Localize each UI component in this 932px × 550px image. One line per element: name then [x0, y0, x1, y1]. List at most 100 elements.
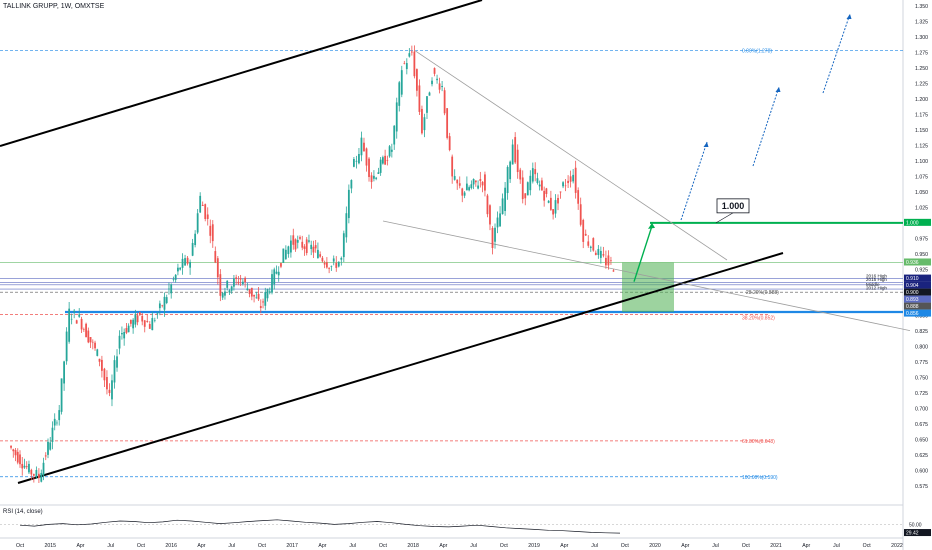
y-tick-label: 1.300	[915, 35, 928, 41]
candle-body	[365, 148, 368, 166]
candle-body	[342, 233, 345, 258]
candle-body	[14, 450, 17, 456]
candle-body	[132, 319, 135, 329]
candle-body	[426, 96, 428, 113]
candle-body	[168, 288, 170, 290]
candle-body	[118, 335, 121, 349]
candle-body	[310, 244, 313, 250]
candle-body	[264, 292, 267, 306]
candle-body	[332, 258, 335, 262]
x-tick-label: 2020	[649, 543, 661, 549]
candle-body	[496, 217, 499, 228]
candle-body	[395, 102, 398, 132]
candle-body	[559, 191, 562, 193]
candle-body	[534, 169, 537, 175]
candle-body	[303, 246, 306, 249]
x-tick-label: Oct	[379, 543, 388, 549]
candle-body	[211, 224, 214, 242]
candle-body	[89, 337, 92, 343]
y-tick-label: 1.150	[915, 128, 928, 134]
candle-body	[129, 319, 132, 324]
y-tick-label: 1.250	[915, 66, 928, 72]
candle-body	[418, 85, 421, 112]
candle-body	[206, 214, 209, 219]
candle-body	[612, 270, 615, 272]
candle-body	[569, 176, 572, 182]
candle-body	[70, 318, 73, 320]
candle-body	[136, 315, 139, 323]
candle-body	[410, 51, 413, 53]
candle-body	[456, 179, 459, 184]
wedge-upper-line	[414, 50, 728, 261]
candle-body	[599, 250, 602, 258]
y-tick-label: 0.600	[915, 469, 928, 475]
channel-upper-line	[0, 0, 483, 147]
x-tick-label: 2015	[44, 543, 56, 549]
candle-body	[521, 177, 524, 200]
candle-body	[123, 331, 126, 339]
candle-body	[321, 257, 324, 262]
x-tick-label: Jul	[107, 543, 114, 549]
candle-body	[562, 182, 564, 187]
candle-body	[19, 454, 21, 465]
projection-arrowhead-2	[846, 14, 852, 19]
candle-body	[12, 449, 15, 452]
x-tick-label: Oct	[258, 543, 267, 549]
candle-body	[405, 63, 408, 70]
candle-body	[63, 361, 65, 384]
channel-lower-line	[17, 252, 784, 484]
candle-body	[141, 315, 144, 322]
candle-body	[552, 209, 555, 215]
candle-body	[262, 301, 264, 303]
candle-body	[443, 90, 446, 114]
candle-body	[337, 261, 340, 267]
candle-body	[179, 267, 182, 270]
candle-body	[438, 83, 441, 90]
price-badge	[904, 302, 931, 310]
candle-body	[531, 168, 534, 182]
y-tick-label: 1.175	[915, 112, 928, 118]
projection-arrowhead-0	[703, 142, 709, 147]
candle-body	[416, 69, 418, 91]
candle-body	[461, 188, 464, 196]
level-annotation: 2015 High	[866, 277, 887, 282]
price-badge	[904, 274, 931, 282]
candle-body	[10, 445, 12, 448]
candle-body	[481, 181, 484, 186]
candle-body	[451, 156, 454, 177]
rsi-line	[19, 519, 621, 534]
candle-body	[248, 289, 251, 294]
candle-body	[153, 320, 156, 321]
candle-body	[235, 277, 238, 279]
candle-body	[314, 245, 317, 249]
candle-body	[284, 249, 287, 260]
candle-body	[479, 179, 482, 181]
candle-body	[125, 328, 128, 333]
candle-body	[32, 474, 35, 476]
wedge-lower-line	[382, 220, 911, 331]
projection-arrowhead-1	[775, 87, 781, 92]
candle-body	[51, 427, 54, 443]
y-tick-label: 0.775	[915, 360, 928, 366]
candle-body	[255, 297, 258, 299]
x-tick-label: Apr	[560, 543, 568, 549]
candle-body	[564, 185, 567, 187]
x-tick-label: 2021	[770, 543, 782, 549]
candle-body	[347, 189, 350, 219]
candle-body	[165, 297, 168, 303]
candle-body	[216, 258, 219, 278]
rsi-badge-label: 29.42	[906, 531, 919, 537]
candle-body	[184, 258, 186, 266]
rsi-badge	[904, 529, 931, 537]
x-tick-label: Jul	[470, 543, 477, 549]
candle-body	[199, 195, 202, 213]
candle-body	[549, 197, 552, 210]
candle-body	[80, 318, 83, 330]
candle-body	[610, 260, 612, 262]
candle-body	[172, 279, 175, 280]
candle-body	[345, 213, 348, 238]
y-tick-label: 0.825	[915, 329, 928, 335]
candle-body	[266, 289, 269, 299]
x-tick-label: Oct	[137, 543, 146, 549]
